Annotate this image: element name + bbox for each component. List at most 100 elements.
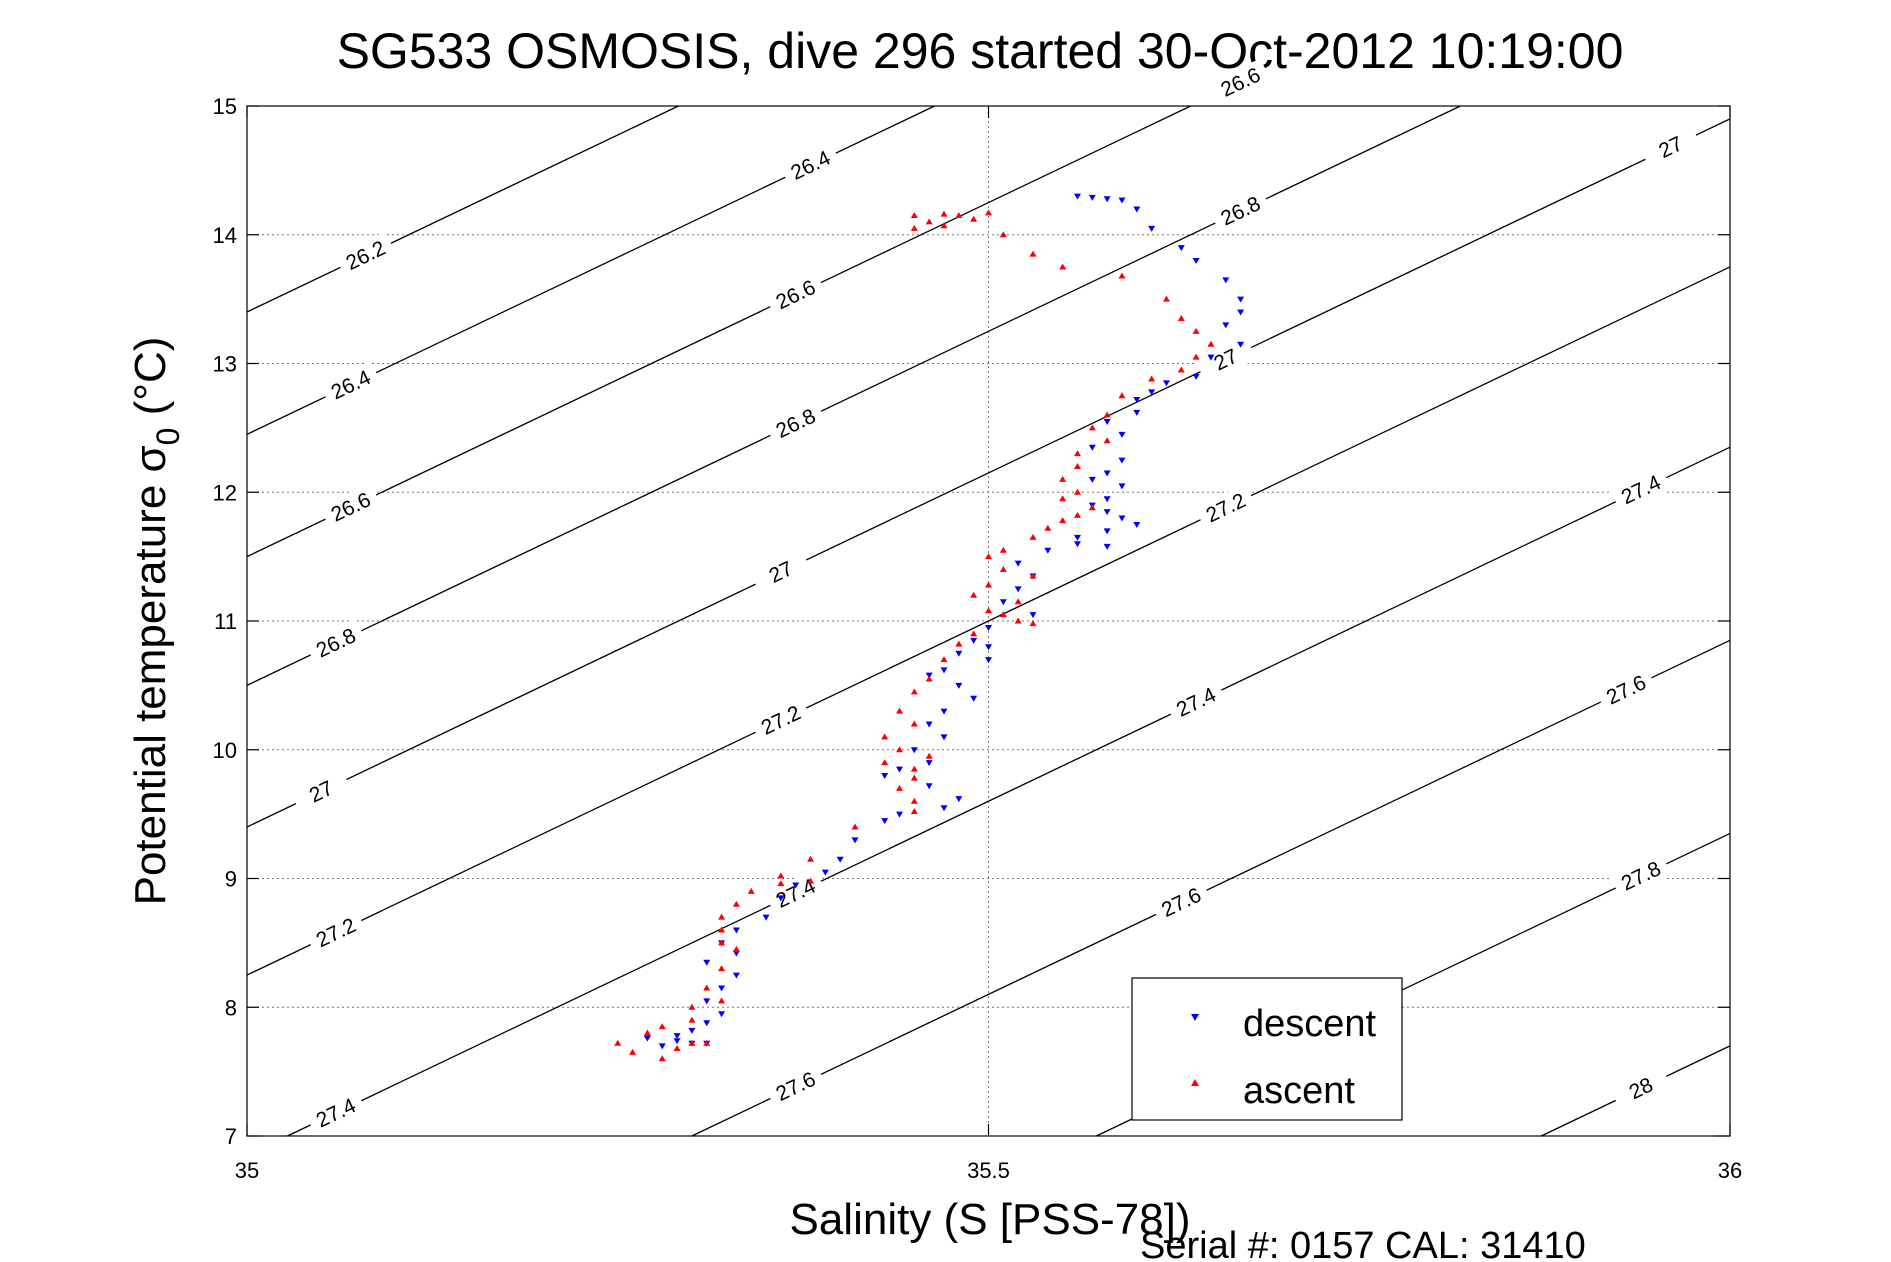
- ascent-point: [1059, 263, 1067, 270]
- ascent-point: [703, 1039, 711, 1046]
- descent-point: [1222, 322, 1230, 329]
- density-contour-27.2: [246, 266, 1731, 976]
- ascent-point: [1207, 340, 1215, 347]
- y-tick-label: 13: [213, 352, 237, 377]
- data-series: [614, 193, 1245, 1062]
- ascent-point: [910, 688, 918, 695]
- descent-point: [732, 950, 740, 957]
- x-axis-ticks: 35 35.5 36: [235, 106, 1742, 1183]
- descent-point: [1222, 277, 1230, 284]
- descent-point: [1133, 521, 1141, 528]
- y-axis-label-unit: (°C): [126, 337, 175, 428]
- descent-point: [1177, 245, 1185, 252]
- ascent-point: [1059, 475, 1067, 482]
- descent-point: [1207, 354, 1215, 361]
- descent-point: [1073, 534, 1081, 541]
- descent-point: [688, 1027, 696, 1034]
- contour-label-mask: [1209, 187, 1272, 235]
- ascent-point: [1088, 424, 1096, 431]
- ascent-point: [718, 913, 726, 920]
- ascent-point: [629, 1048, 637, 1055]
- descent-point: [1103, 509, 1111, 516]
- ascent-point: [955, 640, 963, 647]
- ascent-point: [970, 630, 978, 637]
- ascent-point: [910, 808, 918, 815]
- contour-label-mask: [305, 619, 367, 667]
- series-ascent: [614, 209, 1215, 1062]
- ascent-point: [1177, 366, 1185, 373]
- ascent-point: [955, 211, 963, 218]
- ascent-point: [688, 1003, 696, 1010]
- descent-point: [1237, 341, 1245, 348]
- ascent-point: [1029, 250, 1037, 257]
- descent-point: [985, 624, 992, 631]
- descent-point: [925, 721, 933, 728]
- descent-point: [718, 985, 726, 992]
- contour-label-mask: [1150, 878, 1213, 927]
- descent-point: [1118, 457, 1126, 464]
- legend-marker-ascent: [1191, 1079, 1199, 1086]
- ascent-point: [1192, 327, 1200, 334]
- density-contour-27.6: [691, 639, 1731, 1137]
- ascent-point: [1118, 272, 1126, 279]
- contour-label-mask: [1610, 1064, 1672, 1113]
- contour-label-mask: [1610, 852, 1672, 900]
- descent-point: [955, 650, 963, 657]
- ascent-point: [732, 945, 740, 952]
- ascent-point: [896, 746, 904, 753]
- descent-point: [1133, 206, 1141, 213]
- contour-label-mask: [334, 231, 397, 280]
- y-tick-label: 10: [213, 738, 237, 763]
- legend-label-ascent: ascent: [1243, 1070, 1355, 1112]
- y-tick-label: 12: [213, 480, 237, 505]
- contour-label-mask: [305, 908, 367, 957]
- legend-marker-descent: [1191, 1014, 1199, 1021]
- descent-point: [1014, 586, 1022, 593]
- density-contour-27.4: [287, 446, 1731, 1137]
- serial-cal-footer: Serial #: 0157 CAL: 31410: [1140, 1225, 1586, 1262]
- ascent-point: [910, 797, 918, 804]
- y-axis-label-subscript: 0: [150, 428, 186, 446]
- ascent-point: [999, 231, 1007, 238]
- ascent-point: [777, 880, 785, 887]
- descent-point: [1118, 197, 1126, 204]
- ascent-point: [703, 984, 711, 991]
- y-tick-label: 8: [225, 995, 237, 1020]
- descent-point: [1088, 444, 1096, 451]
- descent-point: [792, 882, 800, 889]
- x-tick-label: 36: [1718, 1158, 1742, 1183]
- descent-point: [762, 914, 770, 921]
- ascent-point: [658, 1055, 666, 1062]
- y-tick-label: 15: [213, 94, 237, 119]
- ascent-point: [925, 752, 933, 759]
- descent-point: [1103, 528, 1111, 535]
- ascent-point: [1148, 375, 1156, 382]
- descent-point: [985, 657, 992, 664]
- descent-point: [1118, 431, 1126, 438]
- descent-point: [1014, 560, 1022, 567]
- chart-title: SG533 OSMOSIS, dive 296 started 30-Oct-2…: [337, 23, 1624, 79]
- contour-label-mask: [319, 360, 382, 409]
- ascent-point: [1103, 437, 1111, 444]
- ascent-point: [1073, 463, 1081, 469]
- descent-point: [925, 760, 933, 767]
- ascent-point: [1059, 517, 1067, 524]
- ascent-point: [1073, 450, 1081, 457]
- descent-point: [1118, 515, 1126, 522]
- contour-label-mask: [750, 548, 812, 596]
- descent-point: [970, 695, 978, 702]
- ascent-point: [1073, 488, 1081, 495]
- density-contour-label: 27.6: [764, 1062, 827, 1111]
- descent-point: [940, 708, 948, 715]
- descent-point: [1088, 194, 1096, 201]
- descent-point: [999, 599, 1007, 606]
- ascent-point: [985, 607, 992, 614]
- x-axis-label: Salinity (S [PSS-78]): [789, 1195, 1190, 1244]
- descent-point: [1103, 470, 1111, 477]
- ascent-point: [1177, 314, 1185, 321]
- contour-label-mask: [1639, 123, 1702, 171]
- contour-label-mask: [764, 1062, 827, 1111]
- ascent-point: [718, 939, 726, 946]
- legend: descent ascent: [1131, 977, 1403, 1121]
- descent-point: [1133, 397, 1141, 404]
